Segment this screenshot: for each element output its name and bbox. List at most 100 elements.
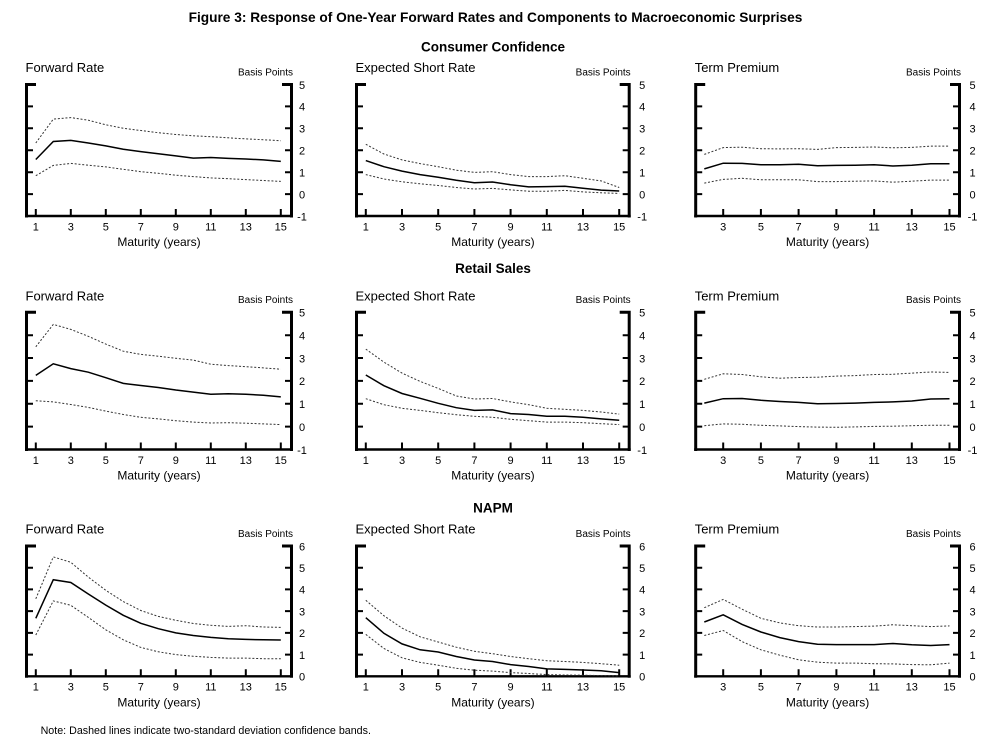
svg-text:5: 5 [758,221,764,233]
svg-text:11: 11 [205,455,216,467]
svg-text:13: 13 [577,221,589,233]
svg-text:13: 13 [906,455,918,467]
svg-text:2: 2 [639,376,645,388]
svg-text:5: 5 [299,308,305,320]
svg-text:4: 4 [639,585,645,597]
svg-text:9: 9 [833,221,839,233]
svg-text:13: 13 [240,455,252,467]
svg-text:3: 3 [399,682,405,694]
svg-text:5: 5 [639,80,645,92]
svg-text:13: 13 [906,682,918,694]
svg-text:-1: -1 [297,445,307,457]
svg-text:Basis Points: Basis Points [576,67,631,78]
svg-text:Basis Points: Basis Points [238,295,293,306]
svg-text:1: 1 [33,455,39,467]
svg-text:2: 2 [299,146,305,158]
svg-text:0: 0 [299,422,305,434]
svg-text:13: 13 [240,221,252,233]
svg-text:1: 1 [299,168,305,180]
svg-text:1: 1 [363,221,369,233]
svg-text:1: 1 [33,682,39,694]
svg-text:9: 9 [173,455,179,467]
svg-text:Basis Points: Basis Points [906,67,961,78]
svg-text:3: 3 [299,124,305,136]
svg-text:15: 15 [943,682,955,694]
svg-text:3: 3 [68,455,74,467]
svg-text:3: 3 [68,221,74,233]
svg-text:13: 13 [577,682,589,694]
svg-text:1: 1 [639,650,645,662]
svg-text:15: 15 [275,682,287,694]
svg-text:3: 3 [720,682,726,694]
svg-text:-1: -1 [297,211,307,223]
svg-text:-1: -1 [637,445,647,457]
svg-text:15: 15 [613,221,625,233]
svg-text:3: 3 [299,606,305,618]
svg-text:2: 2 [639,146,645,158]
svg-text:6: 6 [969,541,975,553]
svg-text:Forward Rate: Forward Rate [26,60,105,75]
svg-text:11: 11 [541,221,552,233]
svg-text:7: 7 [471,682,477,694]
svg-text:4: 4 [299,585,305,597]
svg-text:15: 15 [943,221,955,233]
svg-text:Maturity (years): Maturity (years) [117,695,200,709]
svg-text:3: 3 [399,455,405,467]
svg-text:Basis Points: Basis Points [576,295,631,306]
svg-text:Maturity (years): Maturity (years) [117,235,200,249]
svg-text:1: 1 [969,650,975,662]
svg-text:7: 7 [796,221,802,233]
svg-text:1: 1 [639,399,645,411]
svg-text:-1: -1 [968,445,978,457]
svg-text:Term Premium: Term Premium [695,60,780,75]
svg-text:5: 5 [969,308,975,320]
svg-text:0: 0 [639,189,645,201]
svg-text:15: 15 [613,455,625,467]
svg-text:7: 7 [138,682,144,694]
svg-text:11: 11 [868,221,879,233]
svg-text:7: 7 [471,221,477,233]
svg-text:5: 5 [639,308,645,320]
svg-text:2: 2 [299,376,305,388]
svg-text:Maturity (years): Maturity (years) [451,235,534,249]
svg-text:3: 3 [68,682,74,694]
svg-text:4: 4 [639,331,645,343]
svg-text:5: 5 [103,221,109,233]
svg-text:1: 1 [33,221,39,233]
svg-text:5: 5 [435,221,441,233]
svg-text:Term Premium: Term Premium [695,522,780,537]
svg-text:11: 11 [541,682,552,694]
svg-text:Basis Points: Basis Points [576,529,631,540]
svg-text:Maturity (years): Maturity (years) [786,695,869,709]
svg-text:1: 1 [299,399,305,411]
svg-text:9: 9 [173,221,179,233]
svg-text:11: 11 [868,682,879,694]
svg-text:-1: -1 [637,211,647,223]
svg-text:Maturity (years): Maturity (years) [451,469,534,483]
svg-text:5: 5 [435,682,441,694]
svg-text:6: 6 [639,541,645,553]
svg-text:Consumer Confidence: Consumer Confidence [421,40,566,55]
svg-text:5: 5 [103,455,109,467]
svg-text:9: 9 [833,455,839,467]
svg-text:0: 0 [639,422,645,434]
svg-text:2: 2 [639,628,645,640]
svg-text:11: 11 [205,682,216,694]
svg-text:5: 5 [639,563,645,575]
svg-text:Basis Points: Basis Points [906,529,961,540]
svg-text:9: 9 [173,682,179,694]
svg-text:13: 13 [240,682,252,694]
svg-text:5: 5 [758,682,764,694]
svg-text:0: 0 [639,672,645,684]
svg-text:4: 4 [299,331,305,343]
svg-text:5: 5 [299,563,305,575]
svg-text:5: 5 [435,455,441,467]
svg-text:4: 4 [299,102,305,114]
svg-text:2: 2 [969,146,975,158]
svg-text:3: 3 [720,221,726,233]
svg-text:3: 3 [969,124,975,136]
svg-text:Figure 3: Response of One-Year: Figure 3: Response of One-Year Forward R… [189,10,803,25]
svg-text:5: 5 [103,682,109,694]
svg-text:11: 11 [541,455,552,467]
svg-text:15: 15 [613,682,625,694]
